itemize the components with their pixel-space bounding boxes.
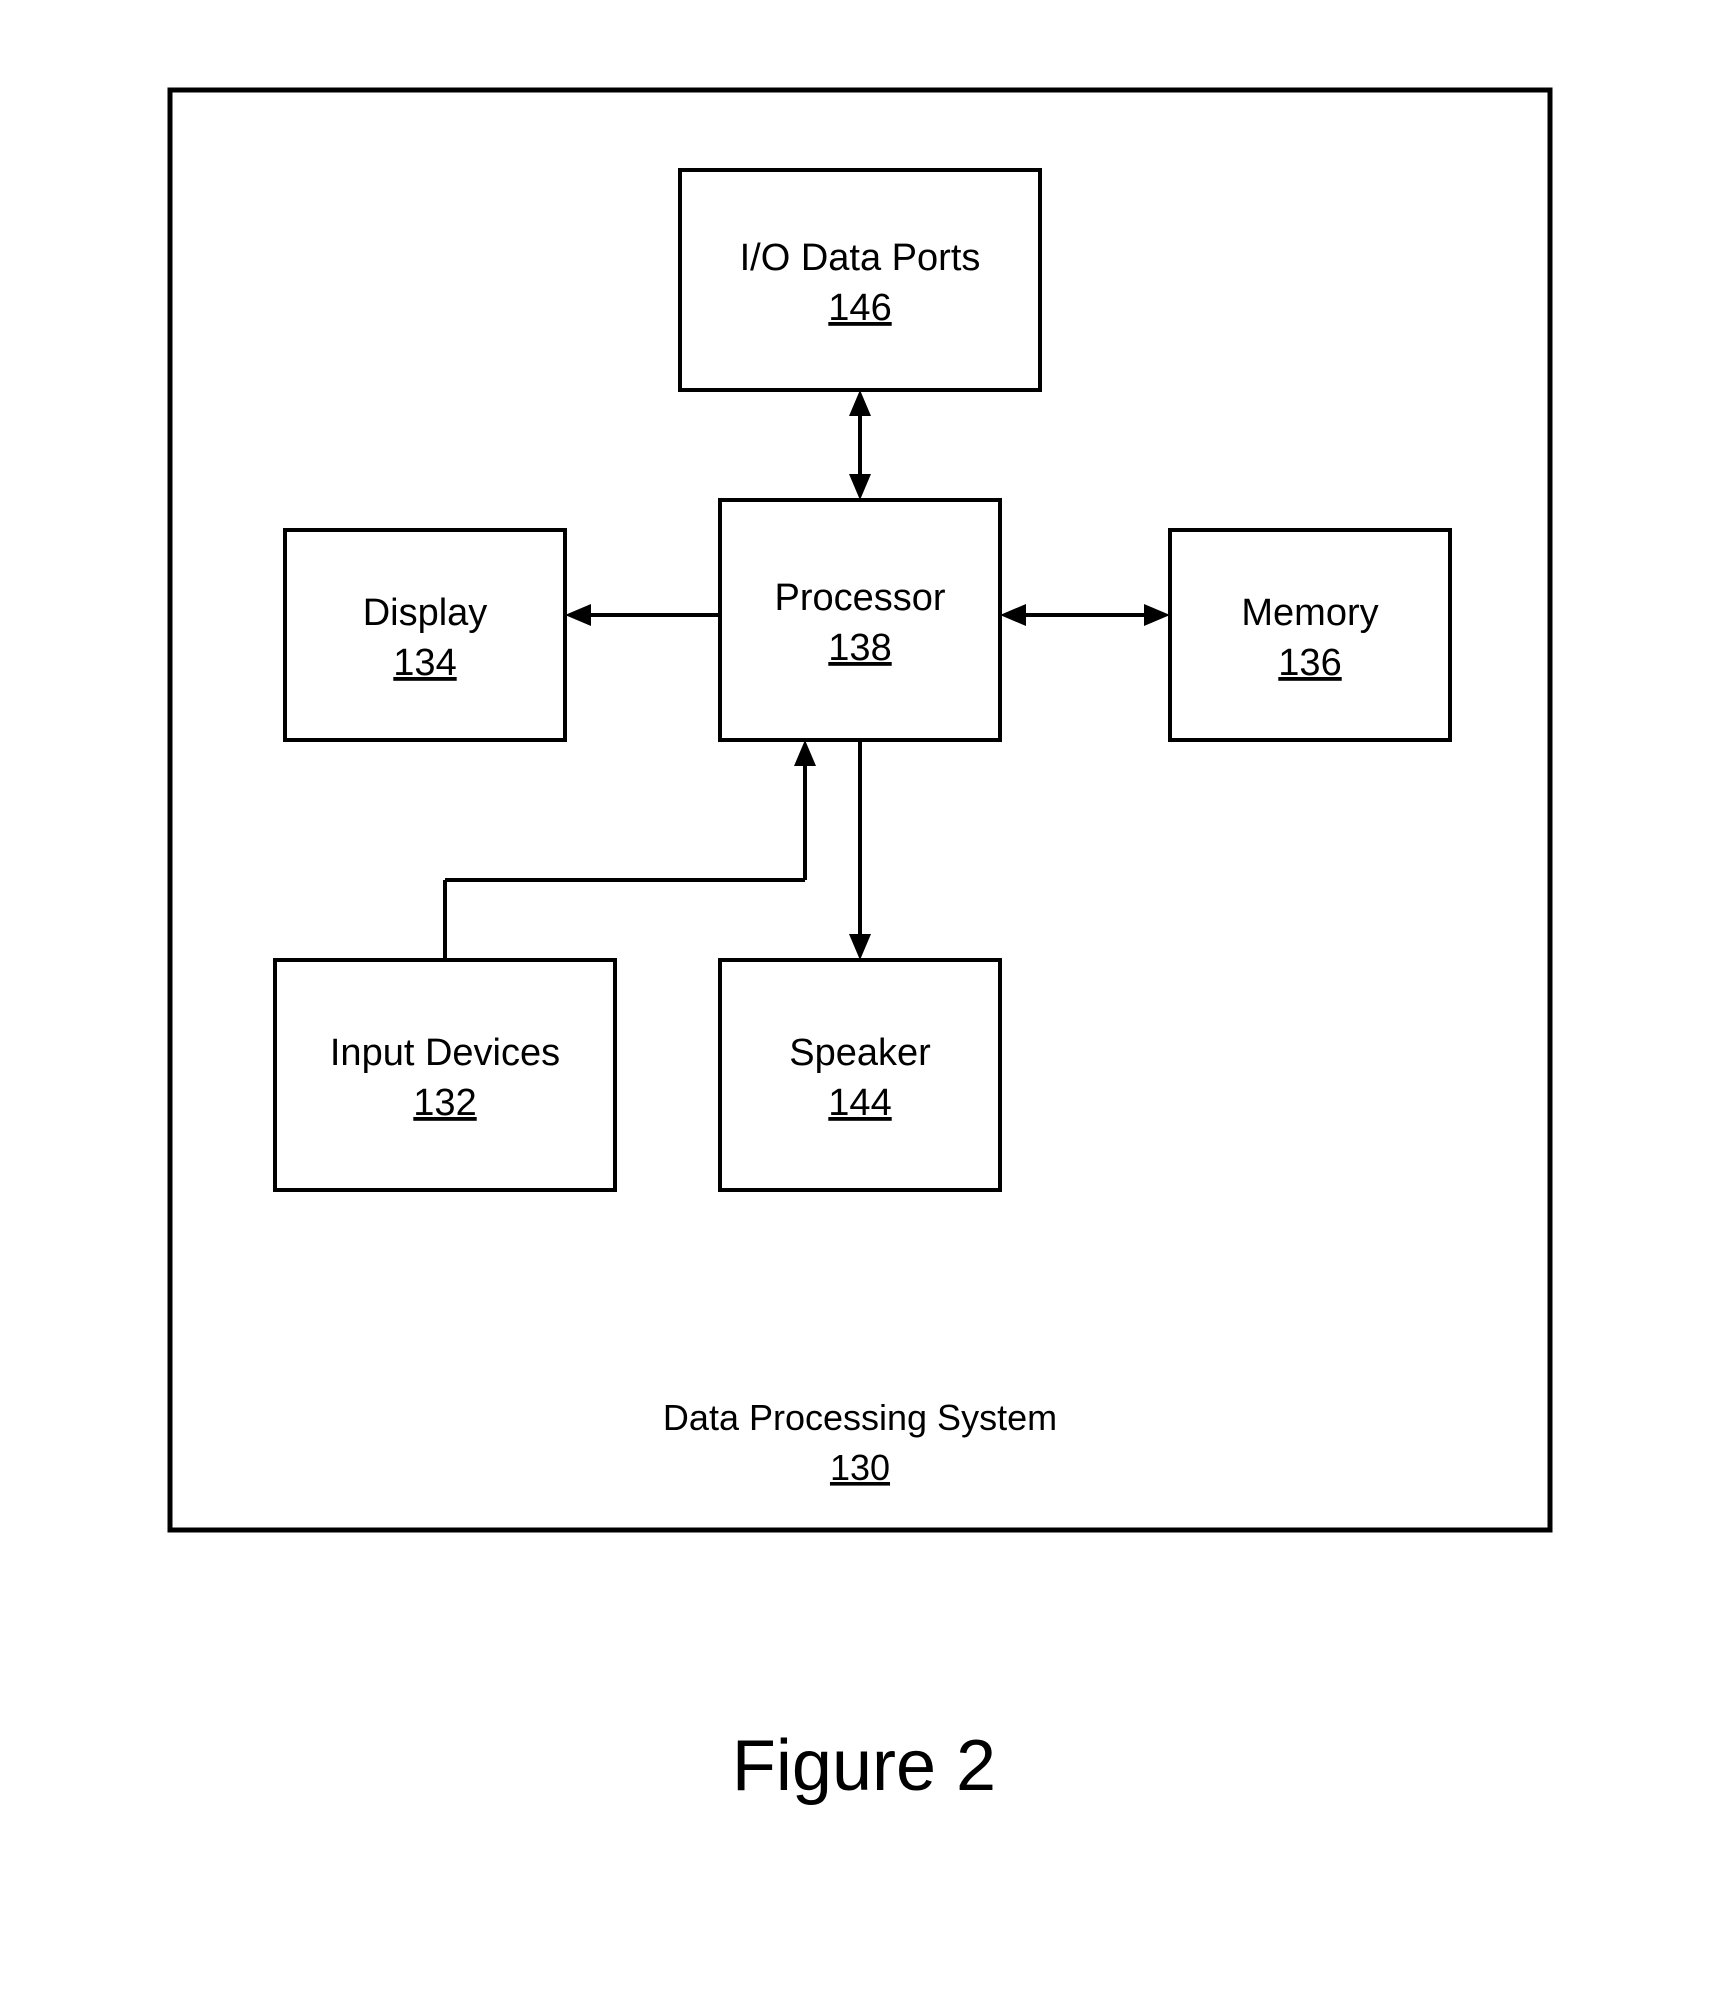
node-input-label: Input Devices: [330, 1032, 560, 1074]
figure-caption: Figure 2: [732, 1726, 996, 1806]
node-memory-ref: 136: [1278, 642, 1341, 684]
node-io: I/O Data Ports 146: [680, 170, 1040, 390]
node-input-ref: 132: [413, 1082, 476, 1124]
node-memory-label: Memory: [1241, 592, 1378, 634]
node-display-label: Display: [363, 592, 488, 634]
node-memory: Memory 136: [1170, 530, 1450, 740]
system-label: Data Processing System: [663, 1397, 1057, 1438]
node-speaker: Speaker 144: [720, 960, 1000, 1190]
node-input: Input Devices 132: [275, 960, 615, 1190]
node-io-ref: 146: [828, 287, 891, 329]
node-display: Display 134: [285, 530, 565, 740]
node-display-ref: 134: [393, 642, 456, 684]
node-io-label: I/O Data Ports: [740, 237, 981, 279]
node-processor: Processor 138: [720, 500, 1000, 740]
node-speaker-label: Speaker: [789, 1032, 931, 1074]
node-processor-label: Processor: [774, 577, 945, 619]
system-ref: 130: [830, 1447, 890, 1488]
node-speaker-ref: 144: [828, 1082, 891, 1124]
node-processor-ref: 138: [828, 627, 891, 669]
